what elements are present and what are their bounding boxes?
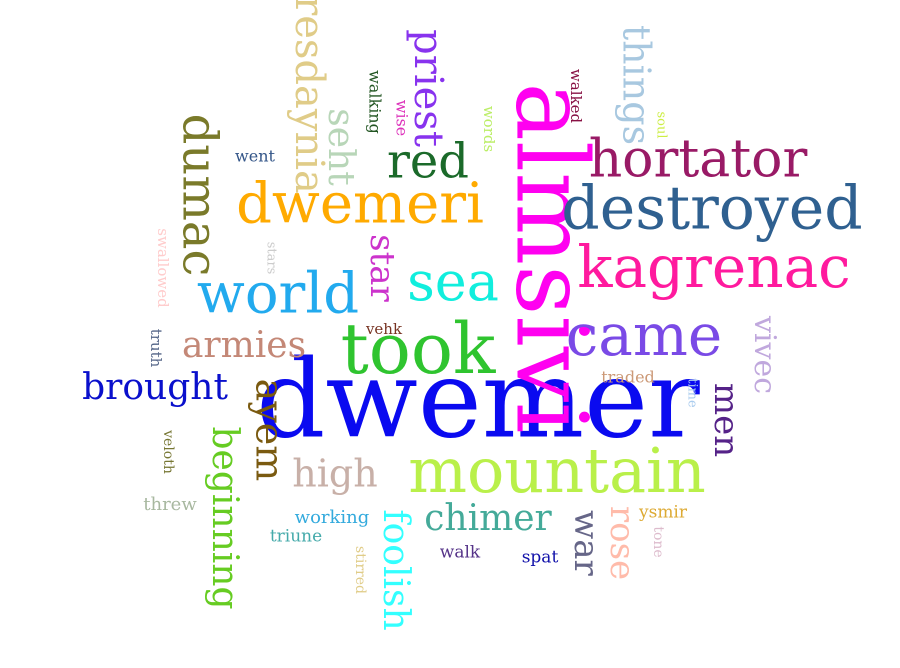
word-threw: threw xyxy=(143,494,197,515)
word-hortator: hortator xyxy=(589,130,808,190)
word-almsivi: almsivi xyxy=(494,82,608,433)
word-soul: soul xyxy=(654,111,669,138)
word-walking: walking xyxy=(366,70,385,134)
word-chimer: chimer xyxy=(424,498,552,539)
word-beginning: beginning xyxy=(204,426,245,609)
word-world: world xyxy=(197,262,359,327)
word-brought: brought xyxy=(82,367,228,408)
word-took: took xyxy=(341,308,496,390)
word-mountain: mountain xyxy=(408,434,706,507)
word-working: working xyxy=(295,507,370,528)
word-came: came xyxy=(566,301,722,369)
word-dumac: dumac xyxy=(172,114,228,277)
word-seht: seht xyxy=(320,108,361,186)
word-time: time xyxy=(685,378,700,408)
word-sea: sea xyxy=(407,250,499,313)
word-wise: wise xyxy=(393,100,412,137)
word-went: went xyxy=(235,147,275,166)
word-kagrenac: kagrenac xyxy=(577,233,850,301)
word-stirred: stirred xyxy=(352,546,368,594)
word-things: things xyxy=(615,25,659,145)
word-walked: walked xyxy=(567,69,585,124)
word-ysmir: ysmir xyxy=(638,503,688,523)
word-ayem: ayem xyxy=(248,379,292,482)
word-stars: stars xyxy=(264,242,279,275)
word-triune: triune xyxy=(270,527,322,547)
word-swallowed: swallowed xyxy=(154,228,172,308)
word-spat: spat xyxy=(522,548,559,568)
word-dwemer: dwemer xyxy=(256,337,700,462)
word-dwemeri: dwemeri xyxy=(236,172,484,237)
word-destroyed: destroyed xyxy=(561,174,862,244)
word-high: high xyxy=(292,452,377,496)
word-veloth: veloth xyxy=(160,429,176,474)
word-armies: armies xyxy=(182,325,306,366)
word-resdaynia: resdaynia xyxy=(286,0,332,194)
word-vehk: vehk xyxy=(365,320,403,338)
word-red: red xyxy=(387,134,469,190)
word-foolish: foolish xyxy=(375,509,416,630)
word-walk: walk xyxy=(440,543,481,563)
word-tone: tone xyxy=(650,526,666,557)
word-war: war xyxy=(566,510,606,576)
word-priest: priest xyxy=(405,29,451,147)
word-traded: traded xyxy=(601,368,655,387)
word-men: men xyxy=(706,383,746,457)
word-vivec: vivec xyxy=(747,315,782,394)
word-truth: truth xyxy=(147,329,165,368)
word-star: star xyxy=(362,234,402,302)
word-rose: rose xyxy=(602,506,642,580)
word-words: words xyxy=(480,106,498,152)
